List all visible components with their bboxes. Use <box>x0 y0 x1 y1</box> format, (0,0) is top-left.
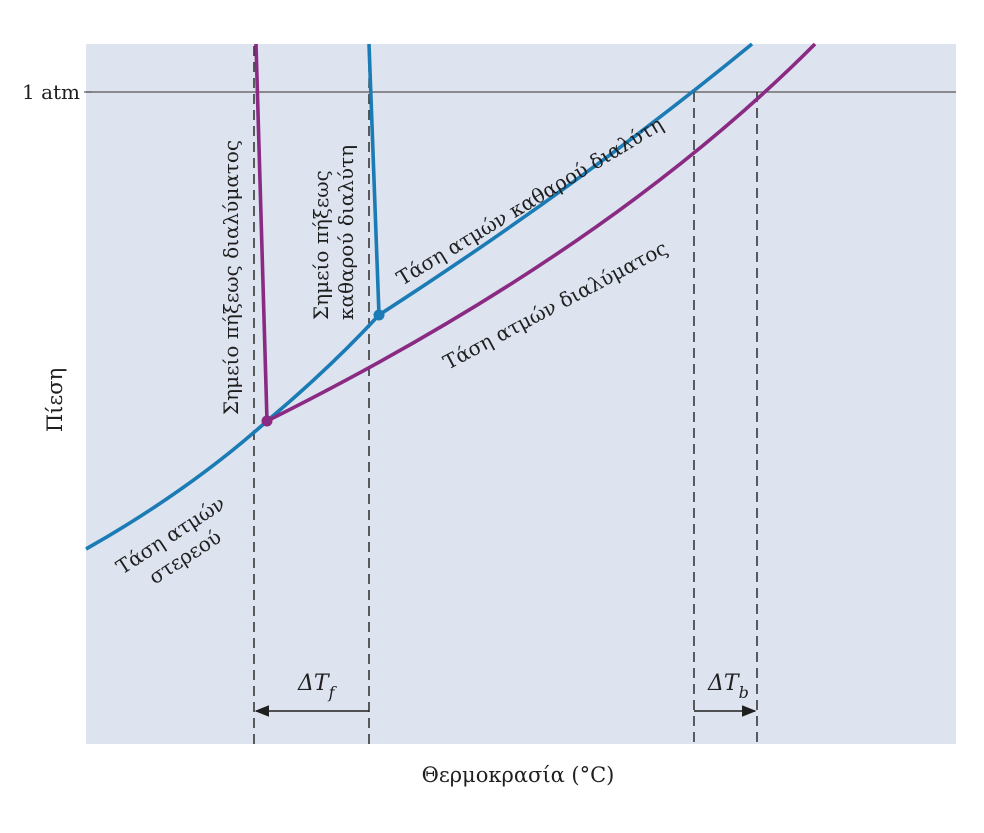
one-atm-label: 1 atm <box>22 80 80 104</box>
plot-area <box>86 44 956 744</box>
delta-tb-label: ΔTb <box>707 671 749 702</box>
x-axis-label: Θερμοκρασία (°C) <box>422 763 615 787</box>
solution-triple-point <box>261 415 273 427</box>
solution-freezing-curve <box>254 43 269 422</box>
solvent-triple-point <box>373 309 385 321</box>
solution-vapor-curve <box>266 42 817 423</box>
solution-freezing-label: Σημείο πήξεως διαλύματος <box>219 140 243 415</box>
solvent-vapor-curve <box>378 42 754 317</box>
y-axis-label: Πίεση <box>43 368 67 432</box>
solvent-freezing-label: Σημείο πήξεως καθαρού διαλύτη <box>309 145 358 320</box>
solvent-freezing-curve <box>367 43 381 316</box>
delta-tf-label: ΔTf <box>297 671 338 702</box>
